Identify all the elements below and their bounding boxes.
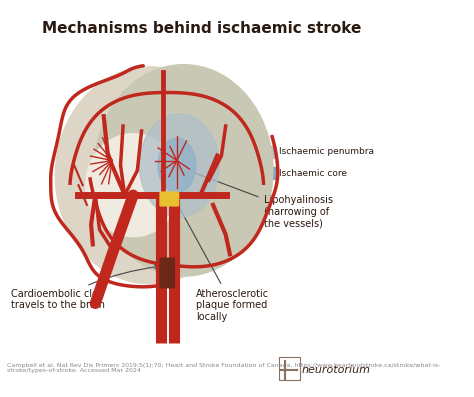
FancyBboxPatch shape bbox=[264, 146, 275, 158]
Ellipse shape bbox=[139, 114, 219, 217]
Text: Atherosclerotic
plaque formed
locally: Atherosclerotic plaque formed locally bbox=[175, 199, 269, 322]
Ellipse shape bbox=[55, 67, 245, 284]
Text: Mechanisms behind ischaemic stroke: Mechanisms behind ischaemic stroke bbox=[43, 21, 362, 35]
Ellipse shape bbox=[158, 138, 196, 193]
FancyBboxPatch shape bbox=[264, 168, 275, 179]
Ellipse shape bbox=[86, 134, 181, 237]
Ellipse shape bbox=[94, 65, 273, 276]
Text: neurotorium: neurotorium bbox=[301, 364, 370, 375]
Text: Lipohyalinosis
(narrowing of
the vessels): Lipohyalinosis (narrowing of the vessels… bbox=[191, 172, 332, 228]
Text: Ischaemic penumbra: Ischaemic penumbra bbox=[279, 147, 374, 156]
FancyBboxPatch shape bbox=[160, 192, 179, 206]
FancyBboxPatch shape bbox=[160, 258, 174, 288]
Text: Campbell et al. Nat Rev Dis Primers 2019;5(1):70; Heart and Stroke Foundation of: Campbell et al. Nat Rev Dis Primers 2019… bbox=[7, 363, 440, 374]
Text: Ischaemic core: Ischaemic core bbox=[279, 169, 346, 178]
Text: Cardioembolic clot
travels to the brain: Cardioembolic clot travels to the brain bbox=[11, 265, 159, 310]
